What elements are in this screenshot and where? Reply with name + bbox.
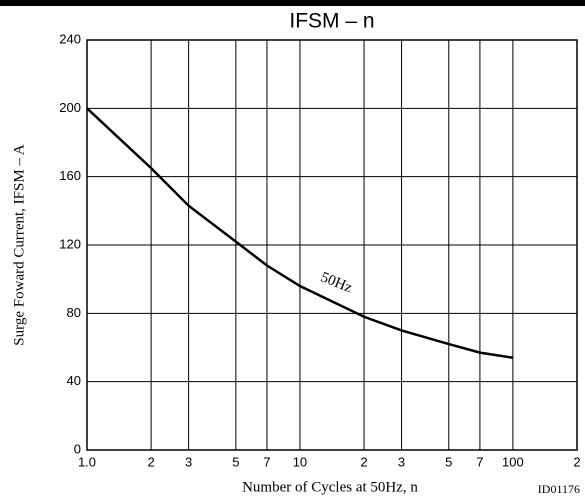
x-tick-label: 2 bbox=[573, 454, 580, 469]
y-tick-label: 120 bbox=[59, 236, 81, 251]
x-tick-label: 2 bbox=[360, 454, 367, 469]
y-axis-label: Surge Foward Current, IFSM – A bbox=[11, 144, 27, 346]
x-tick-label: 5 bbox=[445, 454, 452, 469]
series-label: 50Hz bbox=[318, 269, 354, 296]
top-bar bbox=[0, 0, 585, 6]
x-tick-label: 1.0 bbox=[78, 454, 96, 469]
x-axis-label: Number of Cycles at 50Hz, n bbox=[242, 479, 418, 495]
y-tick-label: 0 bbox=[74, 441, 81, 456]
y-tick-label: 160 bbox=[59, 168, 81, 183]
line bbox=[86, 107, 514, 359]
plot-frame bbox=[86, 39, 578, 451]
x-tick-label: 7 bbox=[263, 454, 270, 469]
y-tick-label: 80 bbox=[67, 305, 81, 320]
x-tick-label: 2 bbox=[147, 454, 154, 469]
x-tick-label: 5 bbox=[232, 454, 239, 469]
figure-id: ID01176 bbox=[538, 482, 580, 496]
y-tick-label: 240 bbox=[59, 31, 81, 46]
x-tick-label: 7 bbox=[476, 454, 483, 469]
x-tick-label: 3 bbox=[398, 454, 405, 469]
chart-title: IFSM – n bbox=[289, 10, 374, 33]
x-tick-label: 10 bbox=[293, 454, 307, 469]
y-tick-label: 40 bbox=[67, 373, 81, 388]
x-tick-label: 100 bbox=[502, 454, 524, 469]
y-tick-label: 200 bbox=[59, 100, 81, 115]
x-tick-label: 3 bbox=[185, 454, 192, 469]
